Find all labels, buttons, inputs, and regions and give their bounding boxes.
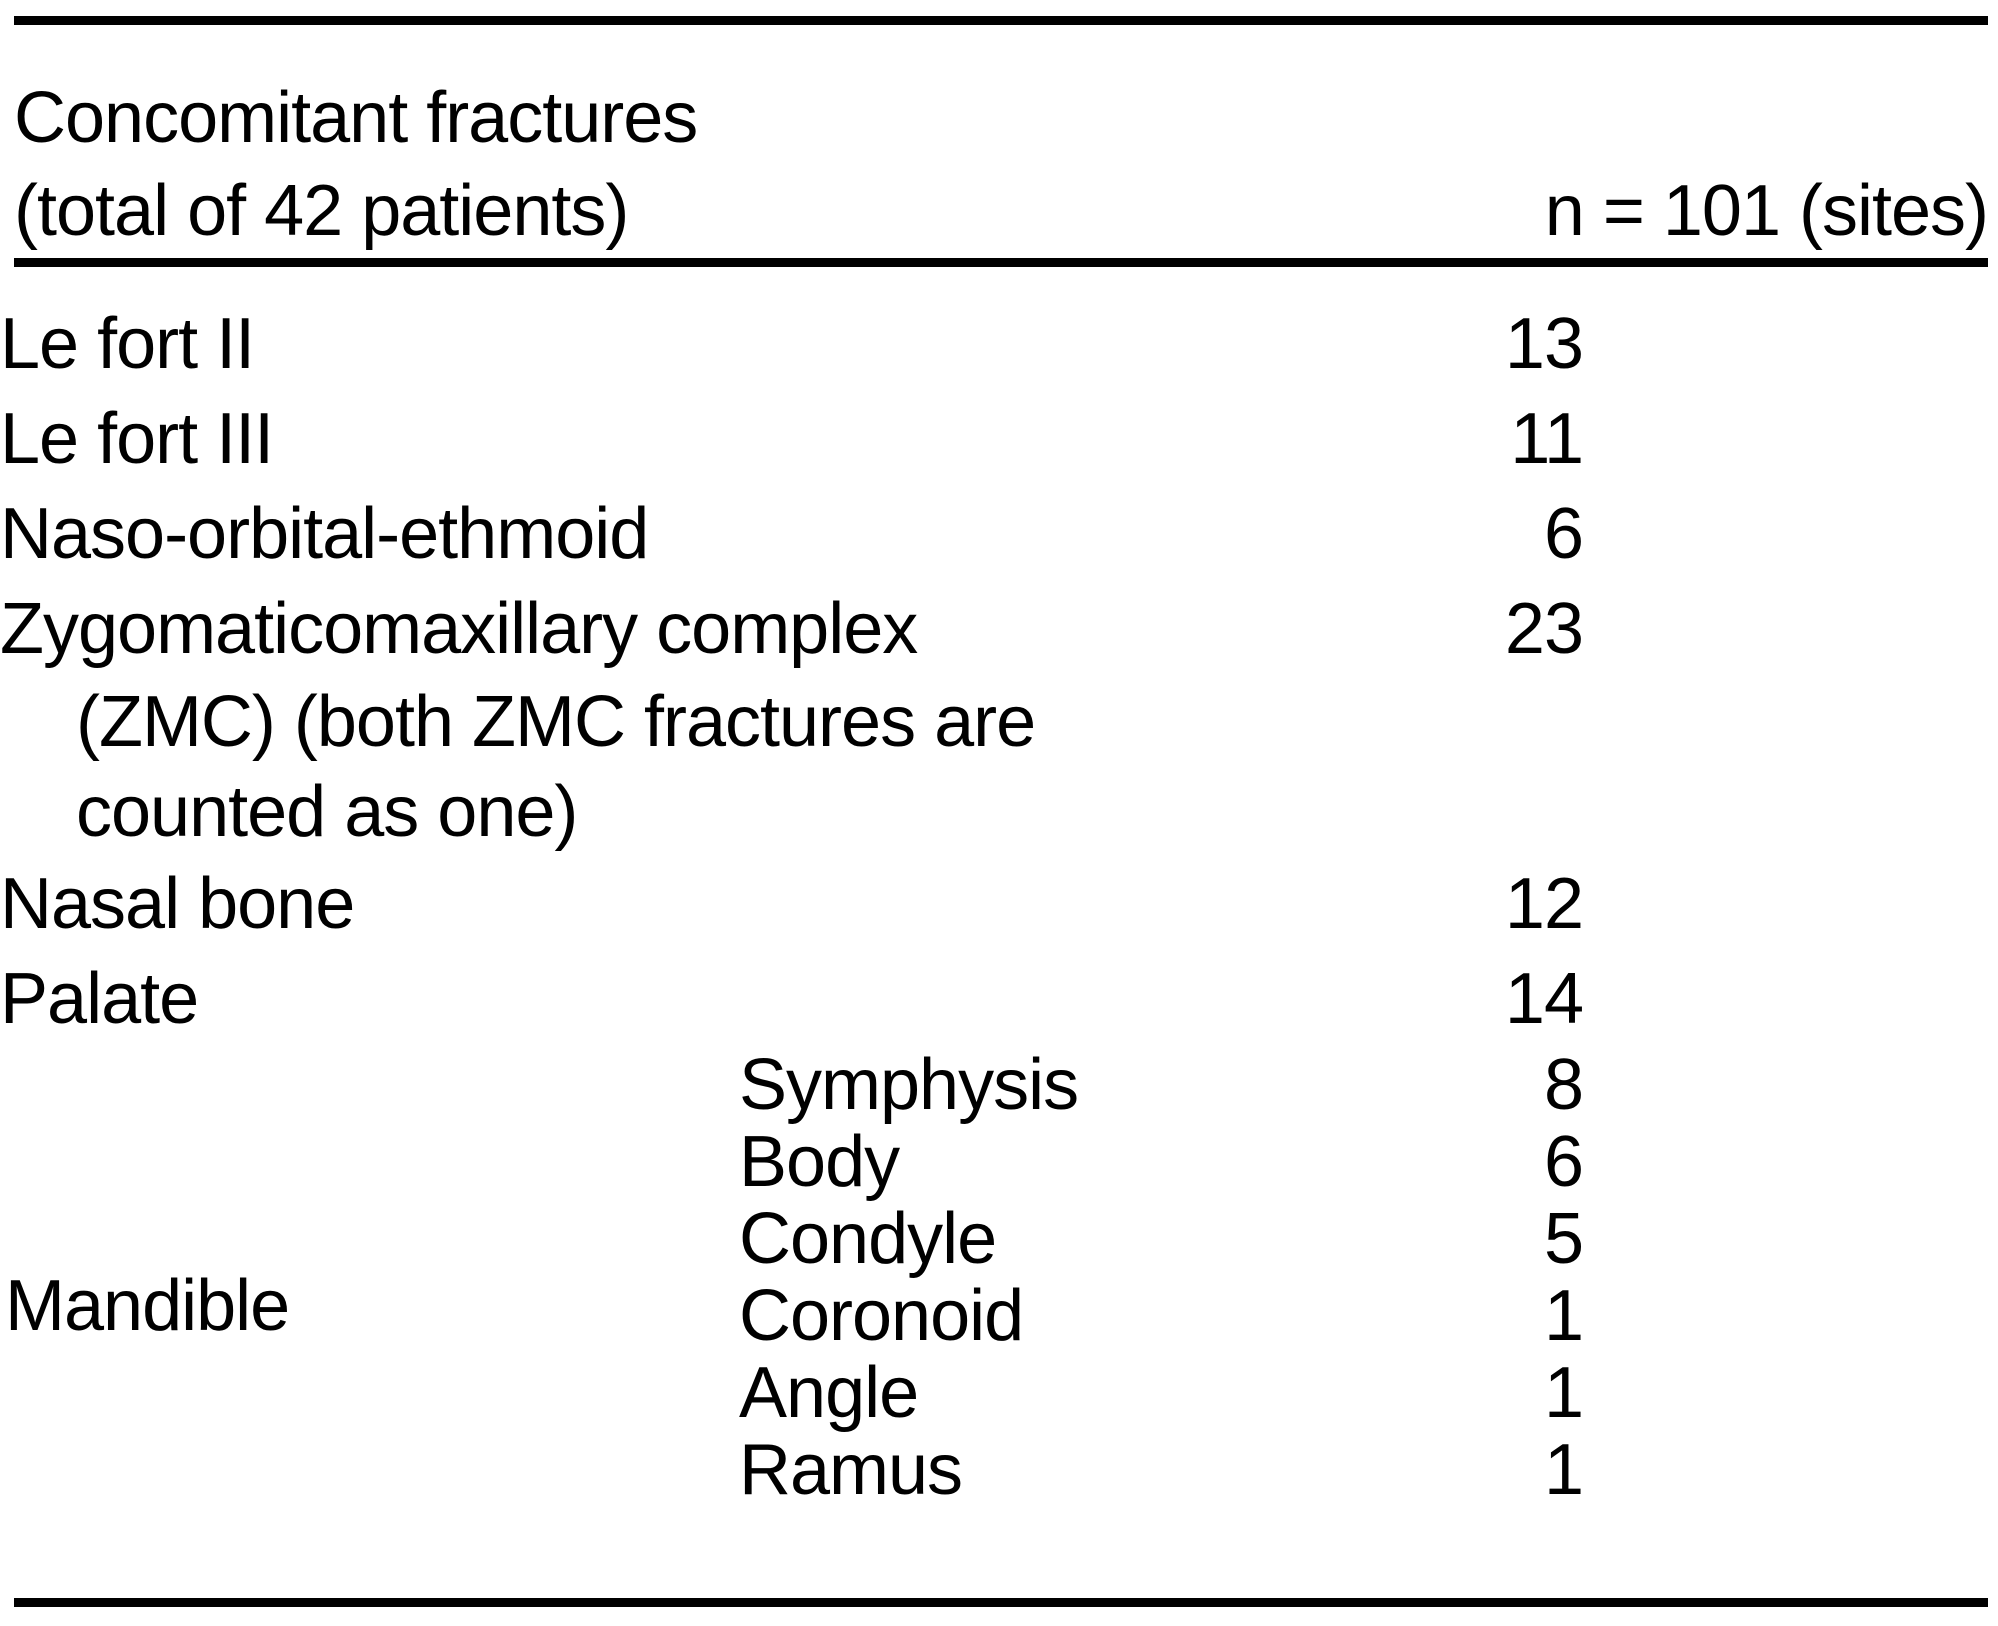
subsite-label: Ramus <box>739 1430 963 1510</box>
count-value: 1 <box>1543 1276 1584 1356</box>
table-bottom-rule <box>14 1598 1988 1607</box>
table-body: Le fort II 13 Le fort III 11 Naso-orbita… <box>0 267 1998 1598</box>
site-label: Naso-orbital-ethmoid <box>0 494 649 574</box>
subsite-label: Condyle <box>739 1199 997 1279</box>
count-value: 23 <box>1504 589 1584 669</box>
table-title-line1: Concomitant fractures <box>14 78 698 158</box>
table-title: Concomitant fractures (total of 42 patie… <box>14 72 698 258</box>
table-title-line2: (total of 42 patients) <box>14 171 629 251</box>
count-value: 1 <box>1543 1353 1584 1433</box>
table-row: Palate 14 <box>0 952 1998 1047</box>
table-row: Zygomaticomaxillary complex (ZMC) (both … <box>0 582 1998 857</box>
count-value: 12 <box>1504 864 1584 944</box>
site-label-line1: Zygomaticomaxillary complex <box>0 589 918 669</box>
site-label-line2: (ZMC) (both ZMC fractures are <box>76 682 1036 762</box>
count-value: 6 <box>1543 1122 1584 1202</box>
subsite-label: Body <box>739 1122 900 1202</box>
table-row: Naso-orbital-ethmoid 6 <box>0 487 1998 582</box>
table-row: Nasal bone 12 <box>0 857 1998 952</box>
site-label: Le fort III <box>0 399 274 479</box>
site-label: Nasal bone <box>0 864 355 944</box>
mandible-group: Mandible Symphysis 8 Body 6 Condyle 5 Co… <box>0 1047 1998 1509</box>
table-row: Le fort II 13 <box>0 297 1998 392</box>
count-value: 1 <box>1543 1430 1584 1510</box>
table-header-rule <box>14 258 1988 267</box>
site-label: Palate <box>0 959 199 1039</box>
site-label-line3: counted as one) <box>76 772 578 852</box>
table-row: Le fort III 11 <box>0 392 1998 487</box>
subsite-label: Coronoid <box>739 1276 1024 1356</box>
group-label: Mandible <box>5 1265 290 1346</box>
count-value: 14 <box>1504 959 1584 1039</box>
site-label-multiline: Zygomaticomaxillary complex (ZMC) (both … <box>0 582 1199 857</box>
count-value: 5 <box>1543 1199 1584 1279</box>
subsite-label: Angle <box>739 1353 919 1433</box>
site-label: Le fort II <box>0 304 255 384</box>
table-header: Concomitant fractures (total of 42 patie… <box>0 25 1998 258</box>
count-value: 11 <box>1510 399 1584 479</box>
count-value: 13 <box>1504 304 1584 384</box>
count-value: 6 <box>1543 494 1584 574</box>
table-top-rule <box>14 16 1988 25</box>
count-column-header: n = 101 (sites) <box>1544 171 1989 251</box>
subsite-label: Symphysis <box>739 1045 1079 1125</box>
count-value: 8 <box>1543 1045 1584 1125</box>
bottom-spacer <box>0 1509 1998 1598</box>
